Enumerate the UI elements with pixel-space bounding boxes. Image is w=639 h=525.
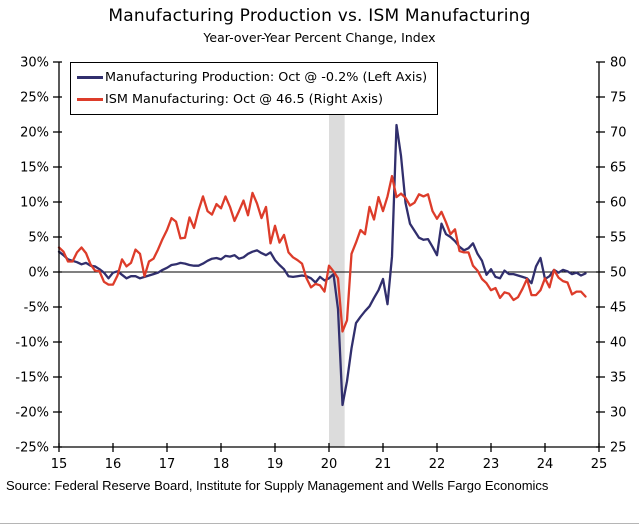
chart-title: Manufacturing Production vs. ISM Manufac… xyxy=(108,6,531,26)
svg-text:25: 25 xyxy=(591,457,608,472)
svg-text:45: 45 xyxy=(610,301,627,316)
svg-text:24: 24 xyxy=(537,457,554,472)
svg-text:0%: 0% xyxy=(28,266,49,281)
svg-text:19: 19 xyxy=(267,457,284,472)
svg-text:20: 20 xyxy=(321,457,338,472)
legend-label: ISM Manufacturing: Oct @ 46.5 (Right Axi… xyxy=(105,91,383,107)
svg-text:-15%: -15% xyxy=(15,371,49,386)
svg-text:-5%: -5% xyxy=(24,301,49,316)
svg-text:15%: 15% xyxy=(20,161,49,176)
bottom-divider xyxy=(0,523,639,524)
svg-text:70: 70 xyxy=(610,126,627,141)
legend-label: Manufacturing Production: Oct @ -0.2% (L… xyxy=(105,69,428,85)
svg-text:35: 35 xyxy=(610,371,627,386)
svg-text:10%: 10% xyxy=(20,196,49,211)
svg-text:17: 17 xyxy=(159,457,176,472)
svg-text:18: 18 xyxy=(213,457,230,472)
svg-text:55: 55 xyxy=(610,231,627,246)
svg-text:40: 40 xyxy=(610,336,627,351)
legend-item-ism-manufacturing: ISM Manufacturing: Oct @ 46.5 (Right Axi… xyxy=(77,88,427,110)
svg-text:-25%: -25% xyxy=(15,441,49,456)
svg-text:25%: 25% xyxy=(20,91,49,106)
svg-text:20%: 20% xyxy=(20,126,49,141)
svg-text:-20%: -20% xyxy=(15,406,49,421)
svg-text:25: 25 xyxy=(610,441,627,456)
svg-text:80: 80 xyxy=(610,56,627,71)
svg-text:5%: 5% xyxy=(28,231,49,246)
svg-text:65: 65 xyxy=(610,161,627,176)
svg-text:21: 21 xyxy=(375,457,392,472)
svg-text:23: 23 xyxy=(483,457,500,472)
red-line-swatch xyxy=(77,97,103,101)
chart-canvas: 30% 25% 20% 15% 10% 5% 0% -5% -10% -15% -20% -25% 80… xyxy=(15,56,627,473)
svg-text:16: 16 xyxy=(105,457,122,472)
svg-text:60: 60 xyxy=(610,196,627,211)
svg-text:30%: 30% xyxy=(20,56,49,71)
svg-text:15: 15 xyxy=(51,457,68,472)
navy-line-swatch xyxy=(77,75,103,79)
svg-text:-10%: -10% xyxy=(15,336,49,351)
source-attribution: Source: Federal Reserve Board, Institute… xyxy=(6,478,549,493)
svg-text:50: 50 xyxy=(610,266,627,281)
svg-text:30: 30 xyxy=(610,406,627,421)
chart-subtitle: Year-over-Year Percent Change, Index xyxy=(203,30,436,45)
svg-text:22: 22 xyxy=(429,457,446,472)
legend-item-manufacturing-production: Manufacturing Production: Oct @ -0.2% (L… xyxy=(77,66,427,88)
svg-text:75: 75 xyxy=(610,91,627,106)
chart-legend: Manufacturing Production: Oct @ -0.2% (L… xyxy=(70,62,439,115)
